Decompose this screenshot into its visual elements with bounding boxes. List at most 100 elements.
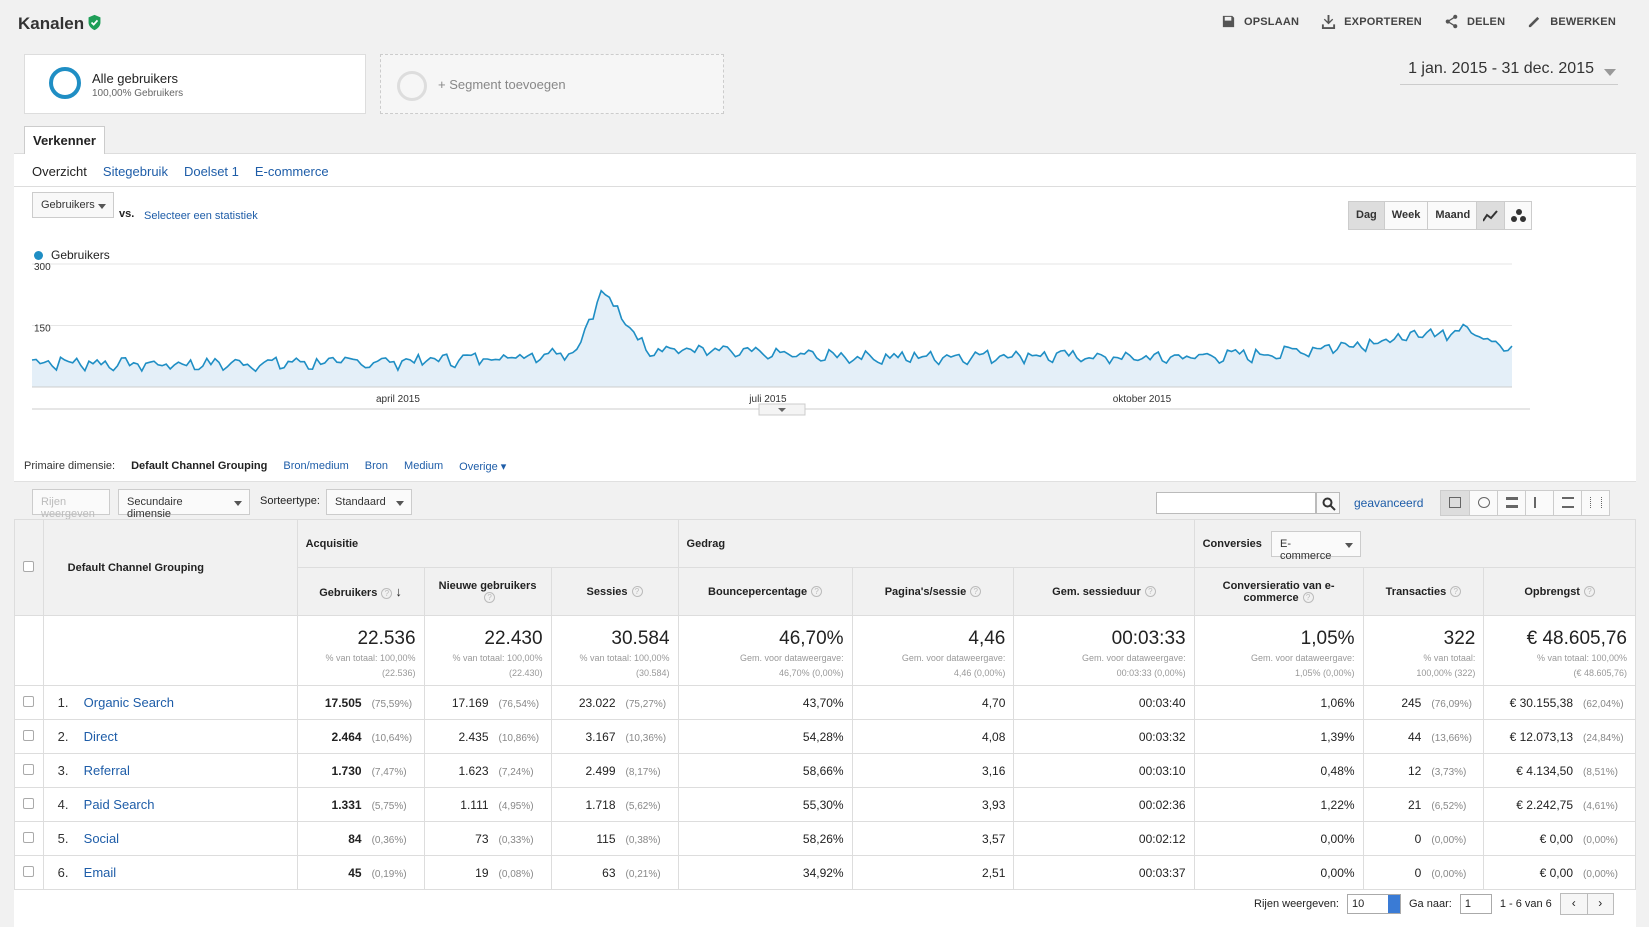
subtab-doelset[interactable]: Doelset 1: [183, 164, 239, 179]
help-icon[interactable]: ?: [1450, 586, 1462, 598]
date-range-picker[interactable]: 1 jan. 2015 - 31 dec. 2015: [1400, 56, 1618, 85]
cell-percent: (76,54%): [498, 698, 540, 710]
help-icon[interactable]: ?: [1583, 586, 1595, 598]
next-page-button[interactable]: ›: [1586, 894, 1613, 914]
table-cell: 0,00%: [1193, 855, 1364, 890]
help-icon[interactable]: ?: [1144, 586, 1156, 598]
cell-value: 3.167: [585, 729, 616, 744]
channel-link[interactable]: Paid Search: [83, 797, 155, 812]
period-month-button[interactable]: Maand: [1427, 202, 1478, 229]
channel-link[interactable]: Referral: [83, 763, 130, 778]
col-conversieratio[interactable]: Conversieratio van e-commerce?: [1193, 567, 1364, 616]
dimension-header[interactable]: Default Channel Grouping: [42, 519, 298, 616]
goto-input[interactable]: 1: [1459, 894, 1492, 914]
row-number: 1.: [57, 695, 69, 710]
table-cell: 00:03:40: [1013, 685, 1195, 720]
comparison-view-button[interactable]: [1525, 491, 1553, 515]
performance-view-button[interactable]: [1497, 491, 1525, 515]
page-title: Kanalen: [18, 14, 85, 33]
col-sessieduur[interactable]: Gem. sessieduur?: [1013, 567, 1195, 616]
dimension-source-medium[interactable]: Bron/medium: [283, 460, 349, 472]
help-icon[interactable]: ?: [1302, 592, 1314, 604]
subtab-ecommerce[interactable]: E-commerce: [254, 164, 329, 179]
col-paginas-sessie[interactable]: Pagina's/sessie?: [851, 567, 1015, 616]
col-bounce[interactable]: Bouncepercentage?: [677, 567, 853, 616]
motion-chart-button[interactable]: [1504, 202, 1531, 229]
channel-link[interactable]: Organic Search: [83, 695, 174, 710]
col-nieuwe-gebruikers[interactable]: Nieuwe gebruikers?: [423, 567, 552, 616]
data-view-button[interactable]: [1441, 491, 1469, 515]
save-button[interactable]: OPSLAAN: [1221, 14, 1299, 29]
table-cell: 1.623 (7,24%): [423, 753, 552, 788]
secondary-dimension-select[interactable]: Secundaire dimensie: [118, 489, 250, 520]
add-segment-button[interactable]: + Segment toevoegen: [380, 54, 724, 114]
row-number: 4.: [57, 797, 69, 812]
row-checkbox[interactable]: [23, 797, 35, 809]
search-button[interactable]: [1316, 492, 1340, 514]
percentage-view-button[interactable]: [1469, 491, 1497, 515]
total-cell: 322 % van totaal: 100,00% (322): [1362, 615, 1485, 686]
sort-type-select[interactable]: Standaard: [326, 489, 412, 515]
conversion-select-label: E-commerce: [1279, 537, 1332, 562]
total-value: 4,46: [968, 628, 1006, 649]
cell-value: 3,57: [982, 831, 1006, 846]
select-all-checkbox[interactable]: [23, 560, 35, 572]
total-cell: 30.584 % van totaal: 100,00% (30.584): [550, 615, 679, 686]
show-rows-button[interactable]: Rijen weergeven: [32, 489, 110, 520]
row-checkbox[interactable]: [23, 729, 35, 741]
channel-link[interactable]: Direct: [83, 729, 118, 744]
metric-select[interactable]: Gebruikers: [32, 192, 114, 218]
subtab-overzicht[interactable]: Overzicht: [32, 164, 87, 179]
rows-per-page-select[interactable]: 10: [1347, 894, 1401, 914]
col-transacties[interactable]: Transacties?: [1362, 567, 1485, 616]
conversion-select[interactable]: E-commerce: [1270, 530, 1361, 562]
cell-percent: (0,00%): [1583, 834, 1619, 846]
col-gebruikers[interactable]: Gebruikers? ↓: [296, 567, 425, 616]
prev-page-button[interactable]: ‹: [1560, 894, 1587, 914]
cell-value: 17.169: [451, 695, 489, 710]
cell-value: 58,66%: [802, 763, 844, 778]
col-opbrengst[interactable]: Opbrengst?: [1483, 567, 1636, 616]
subtab-sitegebruik[interactable]: Sitegebruik: [102, 164, 168, 179]
channel-cell: 4. Paid Search: [42, 787, 298, 822]
advanced-filter-link[interactable]: geavanceerd: [1354, 496, 1424, 510]
row-checkbox[interactable]: [23, 831, 35, 843]
dimension-other[interactable]: Overige ▾: [459, 461, 507, 473]
table-search-input[interactable]: [1156, 492, 1316, 514]
dimension-medium[interactable]: Medium: [404, 460, 444, 472]
help-icon[interactable]: ?: [970, 586, 982, 598]
x-tick-label: juli 2015: [748, 394, 787, 405]
chart-legend: Gebruikers: [34, 248, 110, 262]
select-metric-link[interactable]: Selecteer een statistiek: [144, 210, 258, 222]
segment-all-users[interactable]: Alle gebruikers 100,00% Gebruikers: [24, 54, 366, 114]
col-sessies[interactable]: Sessies?: [550, 567, 679, 616]
compare-icon: [1534, 497, 1546, 508]
export-button[interactable]: EXPORTEREN: [1321, 14, 1422, 29]
col-sessieduur-label: Gem. sessieduur: [1052, 585, 1141, 598]
channel-link[interactable]: Email: [83, 865, 117, 880]
line-chart-button[interactable]: [1477, 202, 1504, 229]
help-icon[interactable]: ?: [631, 586, 643, 598]
total-value: 22.536: [357, 628, 416, 649]
table-cell: 1.730 (7,47%): [296, 753, 425, 788]
row-checkbox[interactable]: [23, 695, 35, 707]
channel-table: Default Channel Grouping Acquisitie Gedr…: [14, 519, 1637, 890]
tab-verkenner[interactable]: Verkenner: [24, 126, 105, 154]
period-week-button[interactable]: Week: [1383, 202, 1428, 229]
help-icon[interactable]: ?: [811, 586, 823, 598]
edit-button[interactable]: BEWERKEN: [1527, 14, 1616, 29]
help-icon[interactable]: ?: [484, 592, 496, 604]
users-chart[interactable]: 300 150 april 2015 juli 2015 oktober 2015: [14, 262, 1636, 422]
row-checkbox[interactable]: [23, 763, 35, 775]
help-icon[interactable]: ?: [381, 587, 393, 599]
period-day-button[interactable]: Dag: [1349, 202, 1384, 229]
channel-link[interactable]: Social: [83, 831, 120, 846]
totals-row: 22.536 % van totaal: 100,00% (22.536) 22.4…: [14, 615, 1636, 686]
cell-value: 00:03:40: [1138, 695, 1186, 710]
caret-down-icon: [1604, 69, 1616, 76]
share-button[interactable]: DELEN: [1444, 14, 1505, 29]
dimension-source[interactable]: Bron: [364, 460, 389, 472]
term-cloud-button[interactable]: [1553, 491, 1581, 515]
pivot-view-button[interactable]: [1581, 491, 1609, 515]
row-checkbox[interactable]: [23, 865, 35, 877]
